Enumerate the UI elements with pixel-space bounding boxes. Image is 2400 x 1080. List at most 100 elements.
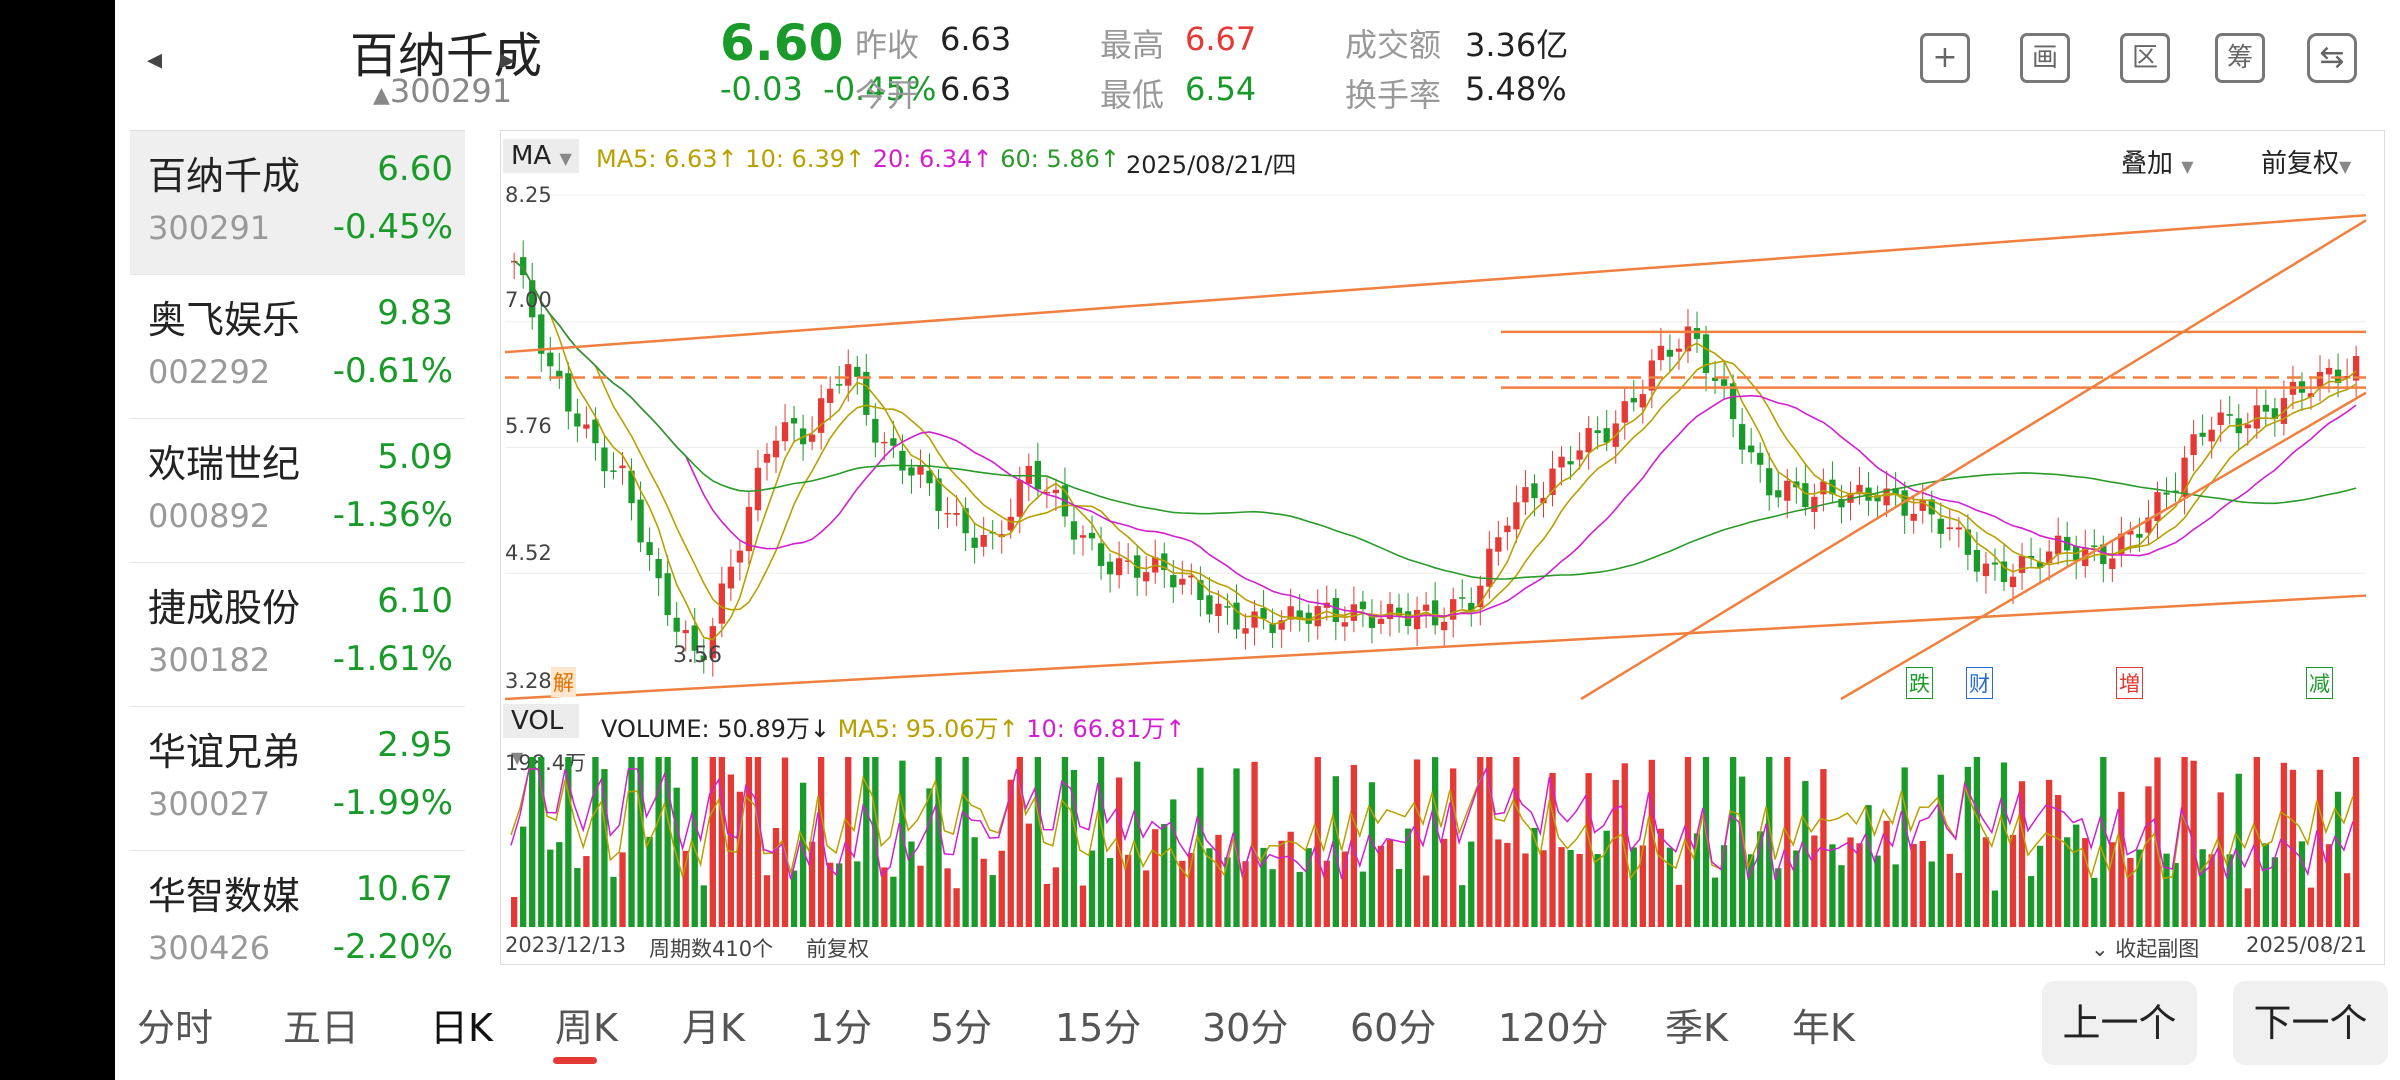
candle bbox=[1585, 428, 1592, 453]
volume-bar bbox=[1404, 828, 1412, 927]
vol-indicator-button[interactable]: VOL ▼ bbox=[503, 704, 579, 767]
volume-bar bbox=[989, 875, 996, 927]
volume-bar bbox=[610, 876, 617, 927]
candle bbox=[1919, 500, 1926, 511]
collapse-subchart-button[interactable]: ⌄ 收起副图 bbox=[2091, 933, 2199, 963]
prev-close-value: 6.63 bbox=[940, 20, 1012, 58]
volume-bar bbox=[718, 757, 725, 927]
candle bbox=[1784, 480, 1791, 501]
code-prefix-icon: ▲ bbox=[373, 83, 390, 108]
candle bbox=[1702, 334, 1710, 374]
tab-120min[interactable]: 120分 bbox=[1498, 1006, 1609, 1050]
volume-bar bbox=[682, 850, 689, 927]
volume-bar bbox=[1179, 860, 1186, 927]
volume-bar bbox=[1161, 824, 1168, 927]
volume-bar bbox=[863, 757, 870, 927]
candle bbox=[1386, 604, 1394, 620]
add-watchlist-button[interactable]: + bbox=[1920, 33, 1970, 83]
tab-60min[interactable]: 60分 bbox=[1350, 1006, 1437, 1050]
volume-bar bbox=[1359, 871, 1367, 927]
volume-bar bbox=[1513, 757, 1520, 927]
volume-bar bbox=[1441, 838, 1448, 927]
overlay-dropdown[interactable]: 叠加 ▼ bbox=[2121, 143, 2194, 180]
candle bbox=[736, 550, 744, 563]
tab-quarterly-k[interactable]: 季K bbox=[1665, 1006, 1728, 1050]
volume-bar bbox=[1134, 761, 1141, 927]
tab-monthly-k[interactable]: 月K bbox=[682, 1006, 745, 1050]
tab-5min[interactable]: 5分 bbox=[930, 1006, 993, 1050]
tab-30min[interactable]: 30分 bbox=[1202, 1006, 1289, 1050]
tab-weekly-k[interactable]: 周K bbox=[555, 1006, 618, 1050]
tab-1min[interactable]: 1分 bbox=[810, 1006, 873, 1050]
stock-list-item[interactable]: 华谊兄弟 300027 2.95 -1.99% bbox=[130, 707, 465, 851]
candle bbox=[899, 450, 906, 471]
stock-list-name: 百纳千成 bbox=[148, 154, 301, 198]
stock-list-price: 10.67 bbox=[355, 869, 453, 909]
candle bbox=[700, 655, 707, 660]
stock-list-name: 华谊兄弟 bbox=[148, 730, 301, 774]
volume-bar bbox=[1684, 757, 1692, 927]
event-marker-unlock[interactable]: 解 bbox=[551, 667, 576, 697]
candle bbox=[1775, 490, 1782, 498]
tab-timeshare[interactable]: 分时 bbox=[137, 1006, 214, 1050]
stock-code-text: 300291 bbox=[389, 72, 513, 110]
rotate-screen-button[interactable]: ⇆ bbox=[2307, 33, 2357, 83]
tab-15min[interactable]: 15分 bbox=[1055, 1006, 1142, 1050]
volume-bar bbox=[899, 760, 906, 927]
event-marker-drop[interactable]: 跌 bbox=[1906, 667, 1933, 699]
tab-daily-k[interactable]: 日K bbox=[430, 1006, 493, 1050]
event-marker-reduce[interactable]: 减 bbox=[2306, 667, 2333, 699]
stock-list-item[interactable]: 百纳千成 300291 6.60 -0.45% bbox=[130, 131, 465, 275]
volume-bar bbox=[655, 757, 662, 927]
chips-icon: 筹 bbox=[2226, 43, 2253, 73]
prev-stock-arrow-icon[interactable]: ◂ bbox=[147, 42, 163, 77]
volume-bar bbox=[1386, 839, 1394, 927]
draw-button[interactable]: 画 bbox=[2020, 33, 2070, 83]
candle bbox=[1639, 394, 1646, 408]
stock-list-item[interactable]: 奥飞娱乐 002292 9.83 -0.61% bbox=[130, 275, 465, 419]
candle bbox=[1856, 484, 1863, 495]
adjust-dropdown[interactable]: 前复权▼ bbox=[2261, 143, 2351, 180]
chips-button[interactable]: 筹 bbox=[2215, 33, 2265, 83]
volume-bar bbox=[1043, 883, 1051, 927]
candle bbox=[1251, 611, 1258, 628]
volume-bar bbox=[583, 856, 590, 927]
candlestick-plot[interactable] bbox=[501, 187, 2381, 707]
range-button[interactable]: 区 bbox=[2120, 33, 2170, 83]
event-marker-finance[interactable]: 财 bbox=[1966, 667, 1993, 699]
volume-bar bbox=[2181, 757, 2188, 927]
stock-list-code: 300291 bbox=[148, 209, 271, 247]
kline-chart-area[interactable]: MA ▼ MA5: 6.63↑ 10: 6.39↑ 20: 6.34↑ 60: … bbox=[500, 130, 2385, 965]
candle bbox=[1964, 529, 1972, 555]
candle bbox=[926, 470, 933, 484]
stock-list-item[interactable]: 欢瑞世纪 000892 5.09 -1.36% bbox=[130, 419, 465, 563]
volume-bar bbox=[538, 757, 545, 927]
volume-bar bbox=[736, 791, 744, 927]
volume-bar bbox=[2045, 779, 2053, 927]
stock-list-item[interactable]: 捷成股份 300182 6.10 -1.61% bbox=[130, 563, 465, 707]
prev-stock-button[interactable]: 上一个 bbox=[2042, 981, 2197, 1065]
event-marker-increase[interactable]: 増 bbox=[2116, 667, 2143, 699]
tab-yearly-k[interactable]: 年K bbox=[1792, 1006, 1855, 1050]
candle bbox=[827, 388, 834, 403]
stock-list-item[interactable]: 华智数媒 300426 10.67 -2.20% bbox=[130, 851, 465, 967]
candle bbox=[1802, 483, 1809, 508]
volume-bar bbox=[1919, 840, 1926, 927]
volume-bar bbox=[817, 757, 825, 927]
volume-bar bbox=[881, 867, 888, 927]
next-stock-arrow-icon[interactable]: ▸ bbox=[500, 42, 516, 77]
tab-five-day[interactable]: 五日 bbox=[283, 1006, 360, 1050]
candle bbox=[2091, 545, 2098, 547]
volume-bar bbox=[664, 757, 671, 927]
stock-code: ▲300291 bbox=[373, 72, 512, 110]
chevron-down-icon: ⌄ bbox=[2091, 937, 2109, 961]
ma-indicator-button[interactable]: MA ▼ bbox=[503, 139, 579, 173]
volume-bar bbox=[1459, 885, 1466, 927]
candle bbox=[962, 508, 969, 534]
candle bbox=[646, 542, 653, 556]
volume-bar bbox=[1883, 820, 1890, 927]
candle bbox=[1558, 456, 1565, 468]
trend-line bbox=[504, 594, 2367, 701]
next-stock-button[interactable]: 下一个 bbox=[2233, 981, 2388, 1065]
volume-bar bbox=[529, 757, 536, 927]
